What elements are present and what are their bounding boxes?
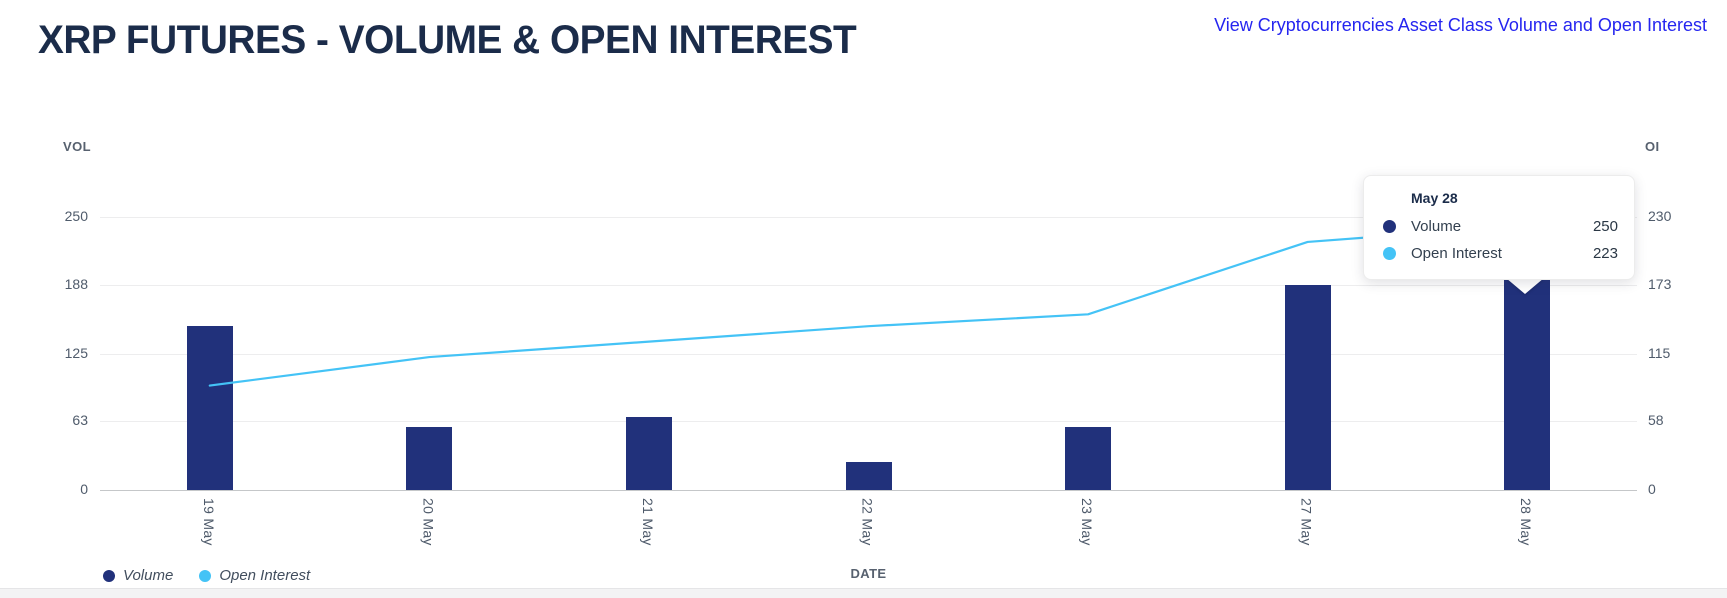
tooltip-volume-label: Volume bbox=[1411, 218, 1462, 235]
legend-item-volume[interactable]: Volume bbox=[103, 567, 173, 584]
x-tick-label: 22 May bbox=[859, 498, 876, 546]
volume-dot-icon bbox=[1383, 220, 1396, 233]
bar-22-may[interactable] bbox=[845, 461, 892, 490]
right-tick-label: 58 bbox=[1648, 412, 1664, 429]
tooltip-volume-value: 250 bbox=[1592, 218, 1618, 235]
x-tick-label: 19 May bbox=[200, 498, 217, 546]
x-tick-label: 27 May bbox=[1298, 498, 1315, 546]
bar-23-may[interactable] bbox=[1065, 426, 1112, 490]
open-interest-dot-icon bbox=[1383, 247, 1396, 260]
left-tick-label: 63 bbox=[72, 412, 88, 429]
tooltip-row-open-interest: Open Interest 223 bbox=[1383, 243, 1618, 264]
bar-21-may[interactable] bbox=[625, 416, 672, 490]
bar-27-may[interactable] bbox=[1284, 284, 1331, 490]
left-axis-title: VOL bbox=[63, 139, 91, 154]
legend-label: Open Interest bbox=[219, 567, 311, 584]
left-tick-label: 188 bbox=[64, 275, 88, 292]
legend-label: Volume bbox=[123, 567, 174, 584]
right-tick-label: 0 bbox=[1648, 481, 1656, 497]
view-asset-class-link[interactable]: View Cryptocurrencies Asset Class Volume… bbox=[1214, 15, 1707, 35]
volume-legend-dot-icon bbox=[103, 569, 115, 582]
left-tick-label: 250 bbox=[64, 208, 88, 224]
right-tick-label: 230 bbox=[1648, 208, 1672, 224]
chart-legend: Volume Open Interest bbox=[103, 567, 310, 584]
right-axis-title: OI bbox=[1645, 139, 1660, 154]
x-tick-label: 28 May bbox=[1518, 498, 1535, 546]
gridline bbox=[100, 217, 1637, 218]
left-tick-label: 125 bbox=[64, 344, 88, 361]
bar-19-may[interactable] bbox=[186, 326, 233, 490]
tooltip-open-interest-value: 223 bbox=[1592, 245, 1618, 262]
page-title: XRP FUTURES - VOLUME & OPEN INTEREST bbox=[38, 18, 857, 62]
legend-item-open-interest[interactable]: Open Interest bbox=[199, 567, 310, 584]
gridline bbox=[100, 421, 1637, 423]
open-interest-legend-dot-icon bbox=[199, 569, 212, 582]
tooltip-row-volume: Volume 250 bbox=[1383, 216, 1618, 237]
x-tick-label: 23 May bbox=[1079, 498, 1096, 546]
gridline bbox=[100, 284, 1637, 286]
gridline bbox=[100, 353, 1637, 355]
x-axis-line bbox=[100, 490, 1637, 491]
left-tick-label: 0 bbox=[80, 481, 88, 497]
right-tick-label: 173 bbox=[1648, 275, 1672, 292]
tooltip: May 28 Volume 250 Open Interest 223 bbox=[1363, 175, 1635, 280]
right-tick-label: 115 bbox=[1648, 344, 1671, 361]
x-axis-title: DATE bbox=[850, 566, 887, 581]
bar-20-may[interactable] bbox=[406, 426, 453, 490]
tooltip-caret bbox=[1506, 278, 1544, 294]
card-bottom-edge bbox=[0, 588, 1727, 598]
x-tick-label: 21 May bbox=[639, 498, 656, 546]
tooltip-open-interest-label: Open Interest bbox=[1411, 245, 1502, 262]
x-tick-label: 20 May bbox=[420, 498, 437, 546]
tooltip-date: May 28 bbox=[1411, 190, 1458, 206]
